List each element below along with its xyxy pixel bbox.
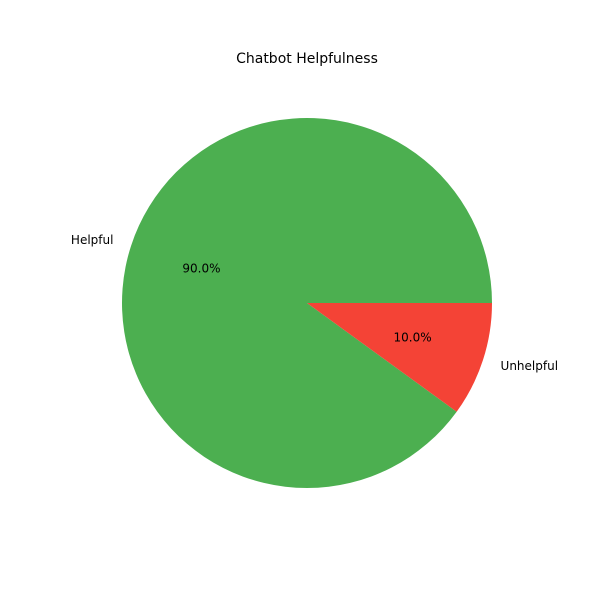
slice-percent-helpful: 90.0% — [182, 262, 220, 276]
pie-slice-unhelpful — [307, 303, 492, 412]
pie-labels: Helpful 90.0% Unhelpful 10.0% — [71, 233, 558, 373]
chart-title: Chatbot Helpfulness — [236, 51, 378, 67]
pie-slice-helpful — [122, 118, 492, 489]
pie-slices — [122, 118, 492, 489]
slice-label-helpful: Helpful — [71, 233, 114, 247]
slice-label-unhelpful: Unhelpful — [501, 359, 559, 373]
slice-percent-unhelpful: 10.0% — [394, 330, 432, 344]
